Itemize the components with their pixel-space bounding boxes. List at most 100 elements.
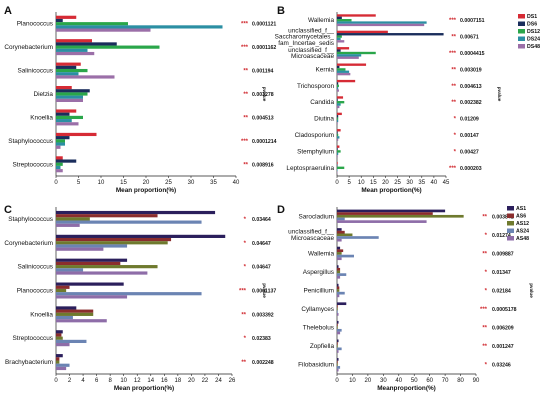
- category-label: unclassified_f__: [288, 27, 334, 34]
- bar: [56, 295, 128, 299]
- bar: [56, 282, 124, 286]
- bar: [56, 159, 77, 163]
- p-value-label: 0.002382: [460, 100, 482, 106]
- bar: [56, 98, 83, 102]
- p-value-label: 0.003841: [492, 214, 514, 220]
- p-value-label: 0.004613: [460, 84, 482, 90]
- category-label: Microascaceae: [291, 53, 334, 60]
- bar: [337, 368, 339, 372]
- significance-stars: *: [454, 133, 457, 139]
- bar: [337, 21, 427, 24]
- bar: [337, 326, 338, 329]
- p-value-label: 0.006209: [492, 326, 514, 332]
- category-label: Cyllamyces: [301, 306, 334, 313]
- x-tick-label: 40: [395, 378, 402, 384]
- bar: [337, 119, 339, 123]
- bar: [337, 84, 339, 87]
- bar: [337, 23, 425, 27]
- x-tick-label: 50: [411, 378, 418, 384]
- p-value-label: 0.00147: [460, 133, 479, 139]
- category-label: Knoellia: [30, 114, 53, 121]
- bar: [56, 115, 83, 120]
- p-value-label: 0.0004415: [460, 51, 485, 57]
- significance-stars: ***: [449, 166, 457, 172]
- bar: [56, 28, 151, 32]
- x-tick-label: 2: [68, 378, 72, 384]
- bar: [56, 271, 148, 275]
- bar: [56, 51, 95, 56]
- bar: [56, 220, 202, 224]
- category-label: fam_Incertae_sedis: [278, 40, 334, 47]
- bar: [56, 122, 79, 126]
- bar: [337, 56, 359, 59]
- panel-letter: A: [4, 5, 12, 17]
- p-value-label: 0.00427: [460, 149, 479, 155]
- significance-stars: **: [482, 344, 487, 350]
- p-value-label: 0.04647: [252, 265, 271, 271]
- bar: [56, 95, 83, 99]
- significance-stars: *: [485, 289, 488, 295]
- x-tick-label: 10: [349, 378, 356, 384]
- x-tick-label: 10: [98, 180, 105, 186]
- bar: [337, 217, 345, 221]
- significance-stars: *: [244, 241, 247, 247]
- bar: [56, 237, 172, 242]
- bar: [337, 214, 464, 218]
- x-tick-label: 40: [233, 180, 240, 186]
- bar: [337, 270, 341, 274]
- bar: [56, 292, 202, 296]
- legend-swatch: [518, 14, 525, 19]
- bar: [337, 19, 352, 22]
- side-label: pvalue: [262, 283, 267, 298]
- bar: [337, 233, 353, 237]
- p-value-label: 0.03464: [252, 217, 271, 223]
- bar: [337, 236, 379, 239]
- bar: [337, 257, 342, 261]
- significance-stars: *: [244, 265, 247, 271]
- bar: [337, 16, 342, 20]
- bar: [56, 15, 77, 19]
- x-tick-label: 60: [426, 378, 433, 384]
- p-value-label: 0.003019: [460, 67, 482, 73]
- bar: [337, 152, 339, 155]
- category-label: Streptococcus: [13, 161, 54, 168]
- bar: [56, 339, 87, 344]
- significance-stars: ***: [449, 18, 457, 24]
- bar: [56, 18, 63, 23]
- bar: [337, 289, 340, 292]
- significance-stars: *: [244, 217, 247, 223]
- bar: [56, 268, 84, 272]
- bar: [337, 122, 338, 125]
- category-label: Corynebacterium: [4, 44, 53, 51]
- x-tick-label: 22: [202, 378, 209, 384]
- category-label: Staphylococcus: [8, 138, 53, 145]
- bar: [337, 86, 339, 90]
- bar: [56, 265, 158, 269]
- category-label: Diutina: [314, 116, 334, 123]
- bar: [337, 313, 339, 316]
- p-value-label: 0.009887: [492, 251, 514, 257]
- significance-stars: ***: [241, 139, 249, 145]
- x-tick-label: 14: [147, 378, 154, 384]
- bar: [337, 96, 344, 99]
- bar: [337, 291, 345, 295]
- bar: [56, 366, 67, 371]
- bar: [337, 147, 338, 151]
- bar: [337, 89, 339, 92]
- bar: [337, 129, 341, 132]
- category-label: Salinicoccus: [17, 264, 53, 271]
- category-label: Filobasidium: [298, 362, 334, 369]
- panel-letter: B: [277, 5, 285, 17]
- bar: [337, 305, 338, 308]
- category-label: Salinicoccus: [17, 68, 53, 75]
- legend-label: AS1: [516, 206, 526, 212]
- legend-swatch: [518, 21, 525, 26]
- x-axis-label: Mean proportion(%): [116, 187, 176, 194]
- legend-swatch: [507, 221, 514, 226]
- bar: [337, 138, 339, 141]
- bar: [56, 62, 81, 66]
- bar: [56, 22, 128, 26]
- legend-label: AS6: [516, 214, 526, 220]
